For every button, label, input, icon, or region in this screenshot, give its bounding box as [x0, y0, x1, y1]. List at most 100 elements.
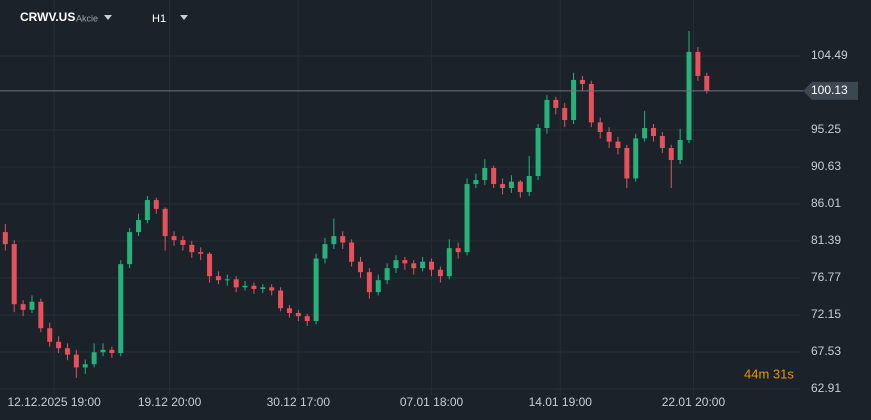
candle-body: [313, 258, 319, 321]
candle-body: [411, 263, 417, 269]
candle-body: [642, 127, 648, 139]
candle-body: [260, 287, 266, 289]
last-price-label: 100.13: [811, 83, 848, 97]
candle-body: [464, 184, 470, 253]
candle-body: [446, 248, 452, 277]
candle-body: [153, 200, 159, 209]
candle-body: [704, 75, 710, 91]
y-tick-label: 72.15: [811, 307, 841, 321]
dropdown-arrow[interactable]: [104, 15, 112, 20]
candle-body: [588, 83, 594, 123]
candle-body: [393, 260, 399, 269]
candle-body: [162, 208, 168, 237]
candle-body: [278, 290, 284, 309]
candle-body: [118, 264, 124, 354]
candle-body: [526, 176, 532, 193]
candle-body: [650, 127, 656, 136]
candle-body: [384, 268, 390, 281]
x-tick-label: 07.01 18:00: [400, 395, 464, 409]
candle-body: [429, 261, 435, 270]
candle-body: [207, 253, 213, 277]
candle-body: [64, 348, 70, 355]
candle-body: [366, 272, 372, 293]
candle-body: [322, 244, 328, 259]
candle-timer: 44m 31s: [744, 366, 794, 381]
header: CRWV.US Akcie H1: [20, 10, 188, 25]
x-tick-label: 19.12 20:00: [138, 395, 202, 409]
candle-body: [109, 349, 115, 354]
candle-body: [349, 242, 355, 262]
y-tick-label: 76.77: [811, 270, 841, 284]
candle-body: [91, 352, 97, 365]
candle-body: [402, 260, 408, 264]
y-tick-label: 86.01: [811, 196, 841, 210]
x-tick-label: 14.01 19:00: [529, 395, 593, 409]
candle-body: [2, 232, 8, 245]
x-tick-label: 30.12 17:00: [267, 395, 331, 409]
dropdown-arrow[interactable]: [180, 15, 188, 20]
candle-body: [189, 244, 195, 253]
candle-body: [571, 79, 577, 120]
candle-body: [695, 51, 701, 76]
grid: [0, 0, 800, 395]
candle-body: [269, 287, 275, 291]
candle-body: [198, 252, 204, 254]
candle-body: [331, 236, 337, 245]
symbol[interactable]: CRWV.US: [20, 10, 75, 24]
candle-body: [286, 308, 292, 313]
candle-body: [47, 328, 53, 342]
candle-body: [668, 148, 674, 161]
candle-body: [562, 107, 568, 120]
last-price-tag: [803, 81, 858, 100]
y-tick-label: 90.63: [811, 159, 841, 173]
candle-body: [215, 276, 221, 281]
candle-body: [242, 285, 248, 288]
candle-body: [295, 312, 301, 317]
candle-body: [491, 168, 497, 185]
candle-body: [508, 181, 514, 189]
candle-body: [180, 240, 186, 245]
candle-body: [677, 139, 683, 161]
candle-body: [579, 79, 585, 84]
candle-body: [144, 200, 150, 221]
y-tick-label: 104.49: [811, 48, 848, 62]
y-tick-label: 95.25: [811, 122, 841, 136]
candle-body: [437, 269, 443, 277]
candle-body: [375, 280, 381, 293]
candle-body: [73, 354, 79, 368]
candle-body: [455, 248, 461, 253]
candle-body: [127, 232, 133, 265]
candle-body: [544, 99, 550, 128]
candle-body: [304, 316, 310, 321]
candle-body: [473, 180, 479, 185]
candle-body: [224, 279, 230, 281]
candle-body: [20, 304, 26, 310]
y-tick-label: 67.53: [811, 344, 841, 358]
x-tick-label: 22.01 20:00: [662, 395, 726, 409]
candle-body: [136, 220, 142, 233]
candle-body: [100, 349, 106, 353]
candle-body: [357, 261, 363, 273]
candle-body: [615, 141, 621, 149]
candle-body: [517, 181, 523, 193]
candle-body: [553, 99, 559, 108]
candle-body: [340, 236, 346, 243]
candle-body: [56, 341, 62, 349]
candle-body: [171, 236, 177, 241]
candles: [2, 31, 710, 378]
y-tick-label: 81.39: [811, 233, 841, 247]
x-tick-label: 12.12.2025 19:00: [7, 395, 101, 409]
candle-body: [38, 301, 44, 329]
candle-body: [500, 184, 506, 189]
candle-body: [535, 127, 541, 177]
timeframe[interactable]: H1: [152, 13, 166, 25]
candle-body: [251, 285, 257, 289]
candle-body: [624, 148, 630, 179]
candle-body: [420, 261, 426, 269]
candle-body: [606, 131, 612, 142]
candle-body: [82, 364, 88, 368]
y-tick-label: 62.91: [811, 381, 841, 395]
candle-body: [29, 301, 35, 310]
